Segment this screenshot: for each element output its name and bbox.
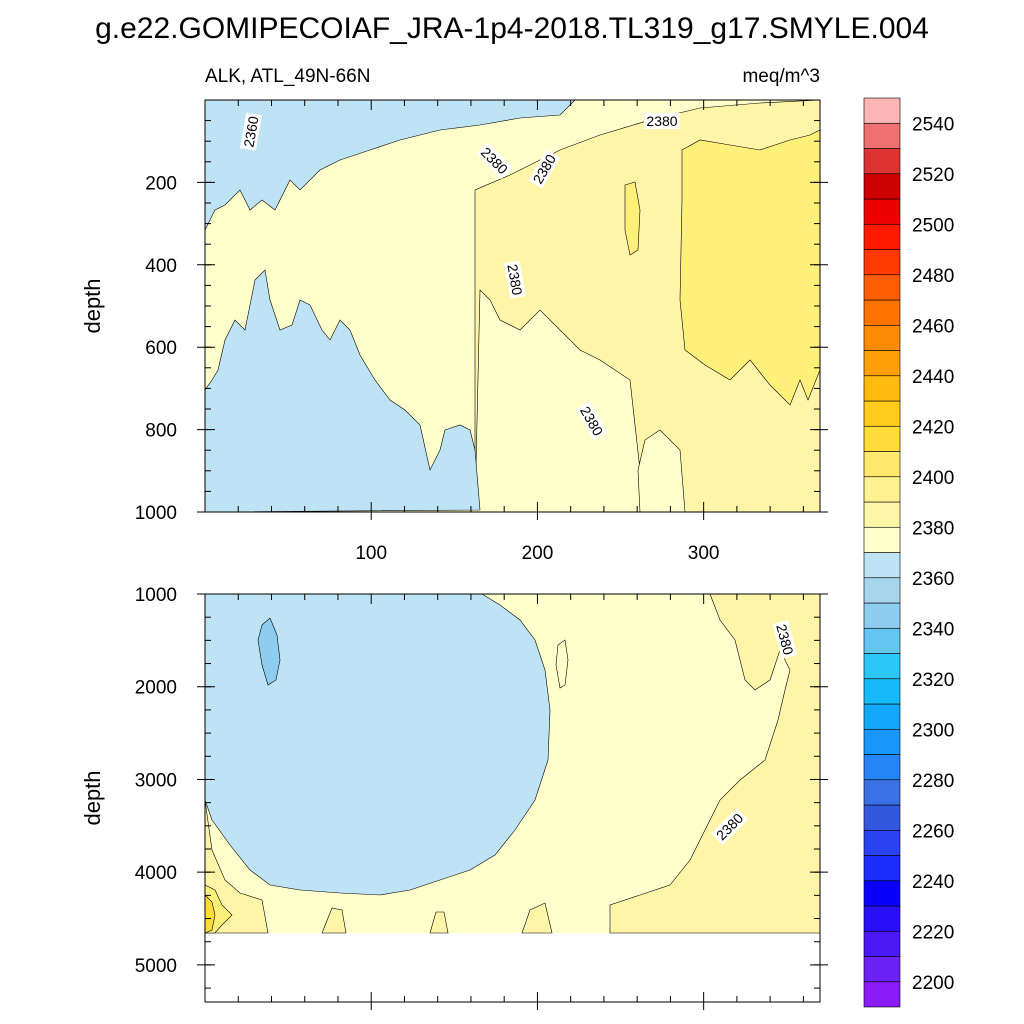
- colorbar: 2200 2220 2240 2260 2280 2300 2320 2340 2360 2380…: [863, 97, 954, 1008]
- y-tick-label: 1000: [135, 503, 177, 524]
- colorbar-swatch: [863, 249, 901, 276]
- colorbar-label: 2380: [912, 518, 954, 539]
- colorbar-swatch: [863, 375, 901, 402]
- colorbar-swatch: [863, 274, 901, 301]
- colorbar-swatch: [863, 451, 901, 478]
- colorbar-swatch: [863, 198, 901, 225]
- lower-region-2390-bump-2: [429, 911, 449, 934]
- lower-region-2390-bump-1: [321, 907, 347, 934]
- colorbar-swatch: [863, 754, 901, 781]
- colorbar-swatch: [863, 880, 901, 907]
- colorbar-swatch: [863, 956, 901, 983]
- colorbar-label: 2340: [912, 619, 954, 640]
- colorbar-label: 2280: [912, 771, 954, 792]
- colorbar-swatch: [863, 299, 901, 326]
- colorbar-swatch: [863, 324, 901, 351]
- lower-region-2380-island: [555, 639, 569, 689]
- colorbar-swatch: [863, 173, 901, 200]
- lower-region-2390-left: [204, 799, 269, 934]
- upper-region-2360-bottom: [204, 269, 481, 513]
- upper-y-axis-label: depth: [80, 278, 105, 333]
- colorbar-swatch: [863, 501, 901, 528]
- colorbar-label: 2480: [912, 266, 954, 287]
- colorbar-swatch: [863, 627, 901, 654]
- colorbar-swatch: [863, 829, 901, 856]
- x-tick-label: 100: [355, 543, 387, 564]
- y-tick-label: 600: [145, 338, 177, 359]
- upper-region-2400-small: [624, 181, 641, 256]
- lower-x-axis: [237, 594, 804, 1010]
- y-tick-label: 200: [145, 173, 177, 194]
- colorbar-swatch: [863, 526, 901, 553]
- colorbar-label: 2440: [912, 367, 954, 388]
- y-tick-label: 2000: [135, 678, 177, 699]
- x-tick-label: 200: [522, 543, 554, 564]
- colorbar-swatch: [863, 653, 901, 680]
- lower-plot-frame: [204, 593, 821, 1003]
- colorbar-swatch: [863, 552, 901, 579]
- colorbar-label: 2200: [912, 973, 954, 994]
- colorbar-swatch: [863, 476, 901, 503]
- colorbar-label: 2460: [912, 316, 954, 337]
- colorbar-swatch: [863, 223, 901, 250]
- x-tick-label: 300: [688, 543, 720, 564]
- colorbar-label: 2400: [912, 468, 954, 489]
- y-tick-label: 5000: [135, 956, 177, 977]
- colorbar-label: 2420: [912, 417, 954, 438]
- colorbar-swatch: [863, 97, 901, 124]
- colorbar-swatch: [863, 148, 901, 175]
- contour-label: 2380: [646, 113, 677, 129]
- lower-region-2360: [204, 593, 551, 896]
- upper-panel: 200 400 600 800 1000 100 200 300 depth 2360 23…: [80, 99, 828, 564]
- colorbar-swatch: [863, 779, 901, 806]
- left-subtitle: ALK, ATL_49N-66N: [205, 66, 370, 87]
- colorbar-swatch: [863, 905, 901, 932]
- colorbar-swatch: [863, 728, 901, 755]
- colorbar-label: 2520: [912, 165, 954, 186]
- units-subtitle: meq/m^3: [742, 66, 820, 87]
- y-tick-label: 400: [145, 256, 177, 277]
- colorbar-label: 2300: [912, 720, 954, 741]
- y-tick-label: 3000: [135, 770, 177, 791]
- colorbar-label: 2360: [912, 569, 954, 590]
- lower-region-2390-bump-3: [521, 902, 553, 934]
- upper-region-2360-top: [204, 99, 576, 231]
- colorbar-swatch: [863, 400, 901, 427]
- y-tick-label: 800: [145, 421, 177, 442]
- colorbar-swatch: [863, 930, 901, 957]
- colorbar-swatch: [863, 425, 901, 452]
- colorbar-label: 2220: [912, 922, 954, 943]
- colorbar-swatch: [863, 804, 901, 831]
- colorbar-swatch: [863, 678, 901, 705]
- chart-title: g.e22.GOMIPECOIAF_JRA-1p4-2018.TL319_g17…: [95, 12, 929, 45]
- colorbar-swatch: [863, 981, 901, 1008]
- colorbar-swatch: [863, 602, 901, 629]
- upper-region-2400: [679, 129, 821, 406]
- contour-label: 2380: [773, 622, 797, 656]
- colorbar-label: 2240: [912, 872, 954, 893]
- y-tick-label: 4000: [135, 863, 177, 884]
- contour-label: 2360: [240, 115, 261, 149]
- colorbar-label: 2540: [912, 114, 954, 135]
- lower-region-2350: [257, 617, 281, 686]
- upper-y-axis: 200 400 600 800 1000: [135, 99, 828, 524]
- y-tick-label: 1000: [135, 585, 177, 606]
- lower-y-axis: 1000 2000 3000 4000 5000: [135, 585, 828, 989]
- colorbar-label: 2320: [912, 670, 954, 691]
- colorbar-swatch: [863, 350, 901, 377]
- colorbar-swatch: [863, 577, 901, 604]
- lower-region-2390: [609, 593, 821, 934]
- colorbar-swatch: [863, 855, 901, 882]
- contour-label: 2380: [504, 263, 525, 297]
- lower-y-axis-label: depth: [80, 770, 105, 825]
- upper-x-axis: 100 200 300: [237, 100, 804, 564]
- colorbar-label: 2500: [912, 215, 954, 236]
- colorbar-label: 2260: [912, 821, 954, 842]
- colorbar-swatch: [863, 122, 901, 149]
- colorbar-swatch: [863, 703, 901, 730]
